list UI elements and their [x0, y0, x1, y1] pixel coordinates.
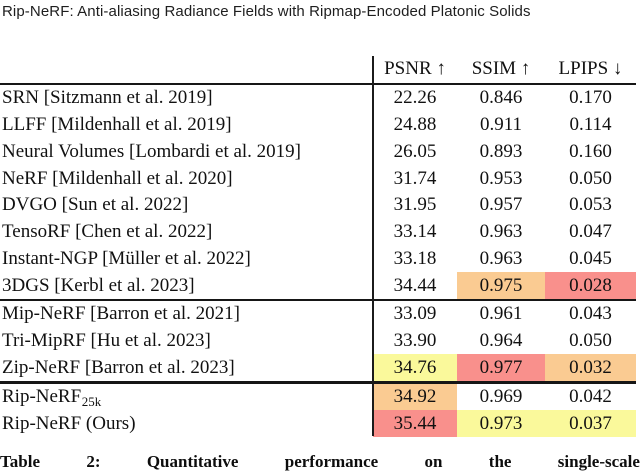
lpips-cell-highlight-second: 0.032 — [545, 354, 636, 382]
mid-rule — [0, 299, 636, 301]
lpips-cell: 0.047 — [569, 221, 612, 243]
table-row: Mip-NeRF [Barron et al. 2021] 33.09 0.96… — [0, 301, 636, 328]
ssim-cell: 0.964 — [479, 329, 523, 351]
table-row: Rip-NeRF (Ours) 35.44 0.973 0.037 — [0, 410, 636, 437]
table-row: TensoRF [Chen et al. 2022] 33.14 0.963 0… — [0, 219, 636, 246]
table-row: Zip-NeRF [Barron et al. 2023] 34.76 0.97… — [0, 354, 636, 382]
method-cell: 3DGS [Kerbl et al. 2023] — [2, 274, 195, 296]
method-cell: Mip-NeRF [Barron et al. 2021] — [2, 303, 240, 325]
ssim-cell: 0.957 — [479, 194, 523, 216]
lpips-cell: 0.042 — [569, 386, 612, 408]
caption-word: performance — [284, 452, 379, 471]
column-divider-rule — [372, 56, 374, 436]
psnr-cell: 31.95 — [393, 194, 437, 216]
caption-word: 2: — [86, 452, 101, 471]
method-cell: LLFF [Mildenhall et al. 2019] — [2, 113, 232, 135]
table-row: Tri-MipRF [Hu et al. 2023] 33.90 0.964 0… — [0, 327, 636, 354]
method-cell: Tri-MipRF [Hu et al. 2023] — [2, 329, 211, 351]
method-cell: Zip-NeRF [Barron et al. 2023] — [2, 356, 235, 378]
table-row: SRN [Sitzmann et al. 2019] 22.26 0.846 0… — [0, 85, 636, 112]
ssim-cell-highlight-second: 0.975 — [457, 272, 545, 300]
method-cell: NeRF [Mildenhall et al. 2020] — [2, 167, 233, 189]
psnr-cell: 34.44 — [393, 274, 437, 296]
method-cell: Rip-NeRF (Ours) — [2, 412, 136, 434]
psnr-cell: 26.05 — [393, 140, 437, 162]
table-row: Instant-NGP [Müller et al. 2022] 33.18 0… — [0, 246, 636, 273]
method-cell: DVGO [Sun et al. 2022] — [2, 194, 189, 216]
caption-word: the — [488, 452, 512, 471]
ssim-cell: 0.893 — [479, 140, 523, 162]
ssim-cell-highlight-third: 0.973 — [457, 410, 545, 437]
psnr-cell: 33.14 — [393, 221, 437, 243]
lpips-cell: 0.114 — [569, 113, 612, 135]
ssim-cell: 0.961 — [479, 303, 523, 325]
col-header-lpips: LPIPS ↓ — [558, 58, 623, 79]
caption-word: single-scale — [557, 452, 640, 471]
ssim-cell: 0.963 — [479, 247, 523, 269]
method-subscript: 25k — [81, 394, 102, 410]
thick-rule — [0, 381, 636, 384]
psnr-cell: 33.09 — [393, 303, 437, 325]
header-method-cell — [0, 55, 373, 83]
method-cell: Rip-NeRF 25k — [0, 384, 373, 411]
table-row: LLFF [Mildenhall et al. 2019] 24.88 0.91… — [0, 112, 636, 139]
table-header-row: PSNR ↑ SSIM ↑ LPIPS ↓ — [0, 55, 636, 83]
lpips-cell: 0.050 — [569, 329, 612, 351]
ssim-cell: 0.963 — [479, 221, 523, 243]
results-table: PSNR ↑ SSIM ↑ LPIPS ↓ SRN [Sitzmann et a… — [0, 55, 636, 437]
caption-word: Table — [0, 452, 41, 471]
caption-word: on — [424, 452, 443, 471]
psnr-cell-highlight-third: 34.76 — [373, 354, 457, 382]
table-row: Rip-NeRF 25k 34.92 0.969 0.042 — [0, 383, 636, 411]
lpips-cell: 0.043 — [569, 303, 612, 325]
lpips-cell-highlight-third: 0.037 — [545, 410, 636, 437]
table-row: Neural Volumes [Lombardi et al. 2019] 26… — [0, 138, 636, 165]
lpips-cell: 0.160 — [569, 140, 612, 162]
psnr-cell-highlight-second: 34.92 — [373, 383, 457, 411]
ssim-cell: 0.969 — [479, 386, 523, 408]
method-cell: Neural Volumes [Lombardi et al. 2019] — [2, 140, 302, 162]
col-header-psnr: PSNR ↑ — [384, 58, 446, 79]
table-row: NeRF [Mildenhall et al. 2020] 31.74 0.95… — [0, 165, 636, 192]
method-cell: TensoRF [Chen et al. 2022] — [2, 221, 213, 243]
running-header: Rip-NeRF: Anti-aliasing Radiance Fields … — [2, 3, 531, 20]
lpips-cell-highlight-best: 0.028 — [545, 272, 636, 300]
caption-word: Quantitative — [146, 452, 239, 471]
psnr-cell: 31.74 — [393, 167, 437, 189]
ssim-cell: 0.911 — [479, 113, 523, 135]
ssim-cell: 0.846 — [479, 87, 523, 109]
table-row: 3DGS [Kerbl et al. 2023] 34.44 0.975 0.0… — [0, 272, 636, 300]
ssim-cell-highlight-best: 0.977 — [457, 354, 545, 382]
lpips-cell: 0.050 — [569, 167, 612, 189]
lpips-cell: 0.170 — [569, 87, 612, 109]
psnr-cell: 33.90 — [393, 329, 437, 351]
method-name: Rip-NeRF — [2, 386, 82, 408]
method-cell: Instant-NGP [Müller et al. 2022] — [2, 247, 251, 269]
ssim-cell: 0.953 — [479, 167, 523, 189]
header-rule — [0, 83, 636, 85]
psnr-cell: 24.88 — [393, 113, 437, 135]
lpips-cell: 0.053 — [569, 194, 612, 216]
psnr-cell: 22.26 — [393, 87, 437, 109]
lpips-cell: 0.045 — [569, 247, 612, 269]
table-row: DVGO [Sun et al. 2022] 31.95 0.957 0.053 — [0, 192, 636, 219]
method-cell: SRN [Sitzmann et al. 2019] — [2, 87, 213, 109]
psnr-cell: 33.18 — [393, 247, 437, 269]
table-caption: Table 2: Quantitative performance on the… — [0, 452, 640, 472]
psnr-cell-highlight-best: 35.44 — [373, 410, 457, 437]
col-header-ssim: SSIM ↑ — [471, 58, 531, 79]
